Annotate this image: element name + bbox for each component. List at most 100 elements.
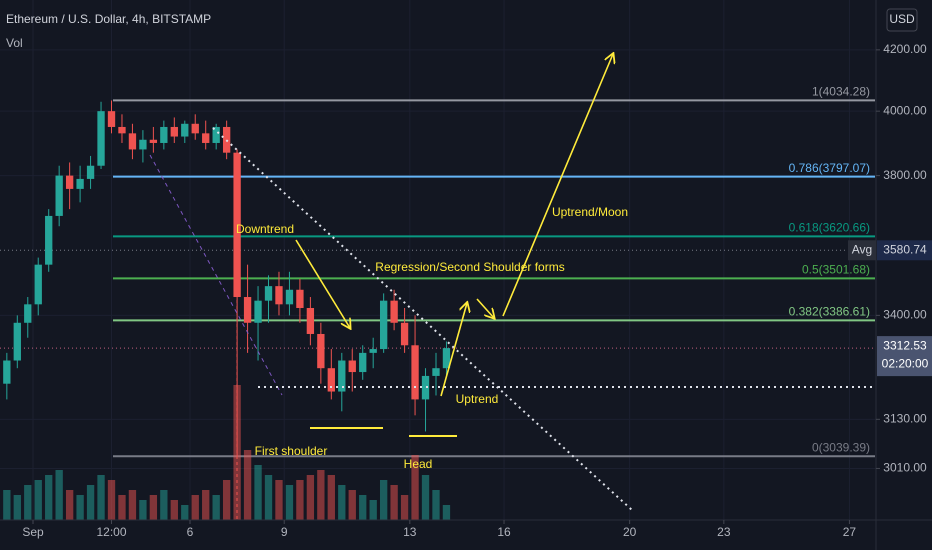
trend-line	[212, 127, 633, 511]
volume-bar	[264, 475, 273, 520]
volume-bar	[160, 490, 168, 520]
volume-bar	[411, 455, 419, 520]
y-tick-label: 3400.00	[883, 308, 927, 322]
volume-bar	[3, 490, 11, 520]
arrow	[295, 239, 350, 328]
volume-bar	[107, 480, 116, 520]
candle-body	[348, 360, 356, 373]
last-tag-label: 3312.53	[883, 338, 927, 352]
x-tick-label: 13	[403, 525, 417, 539]
annotation: Downtrend	[236, 222, 294, 236]
candle-body	[24, 304, 32, 323]
volume-bar	[442, 505, 451, 520]
volume-bar	[306, 475, 315, 520]
volume-bar	[97, 475, 105, 520]
volume-bar	[243, 450, 252, 520]
volume-bar	[13, 495, 21, 520]
candle-body	[296, 289, 304, 308]
fib-label: 0.5(3501.68)	[802, 263, 870, 277]
arrow	[440, 303, 467, 397]
volume-bar	[191, 495, 199, 520]
avg-tag-label: 3580.74	[883, 242, 927, 256]
candle-body	[128, 133, 137, 150]
annotation: Uptrend/Moon	[552, 205, 628, 219]
volume-bar	[86, 485, 95, 520]
y-tick-label: 3010.00	[883, 461, 927, 475]
candle-body	[390, 300, 398, 323]
volume-bar	[202, 490, 210, 520]
last-tag-countdown: 02:20:00	[882, 356, 929, 370]
x-tick-label: 20	[623, 525, 637, 539]
annotation: Head	[404, 457, 433, 471]
volume-bar	[400, 495, 409, 520]
y-tick-label: 3800.00	[883, 168, 927, 182]
candle-body	[243, 297, 252, 323]
drawings: Downtrend Regression/Second Shoulder for…	[149, 54, 875, 520]
candle-body	[306, 307, 315, 334]
candle-body	[275, 286, 283, 305]
candle-body	[432, 368, 440, 376]
annotation: First shoulder	[255, 444, 328, 458]
volume-bar	[55, 470, 63, 520]
volume-bar	[212, 495, 220, 520]
volume-bar	[348, 490, 356, 520]
volume-bar	[222, 480, 231, 520]
volume-bar	[421, 475, 430, 520]
volume-bar	[379, 480, 388, 520]
volume-bar	[65, 490, 74, 520]
x-tick-label: 6	[187, 525, 194, 539]
volume-bar	[254, 465, 262, 520]
fib-label: 1(4034.28)	[812, 85, 870, 99]
x-tick-label: 23	[717, 525, 731, 539]
candle-body	[285, 289, 294, 305]
volume-bar	[45, 475, 53, 520]
candle-body	[442, 348, 451, 369]
volume-bar	[275, 480, 283, 520]
symbol-title: Ethereum / U.S. Dollar, 4h, BITSTAMP	[6, 12, 211, 26]
fib-label: 0(3039.39)	[812, 440, 870, 454]
candle-body	[55, 175, 63, 216]
last-tag-bg	[877, 336, 932, 377]
currency-label[interactable]: USD	[889, 12, 915, 26]
candle-body	[327, 368, 335, 392]
candle-body	[118, 126, 126, 134]
volume-bar	[390, 485, 398, 520]
candle-body	[421, 375, 430, 400]
candle-body	[107, 111, 116, 127]
fib-label: 0.786(3797.07)	[789, 161, 870, 175]
indicator-label: Vol	[6, 36, 23, 50]
avg-tag-bg	[877, 240, 932, 261]
x-tick-label: 16	[497, 525, 511, 539]
volume-bar	[327, 475, 335, 520]
candle-body	[212, 126, 220, 143]
volume-bar	[34, 480, 42, 520]
avg-tag-name-bg	[848, 240, 876, 261]
y-tick-label: 3130.00	[883, 411, 927, 425]
candle-body	[411, 345, 419, 400]
candle-body	[369, 349, 377, 353]
candle-body	[317, 333, 325, 369]
x-tick-label: Sep	[22, 525, 44, 539]
volume-bar	[128, 490, 137, 520]
volume-bar	[359, 495, 367, 520]
fib-label: 0.618(3620.66)	[789, 221, 870, 235]
grid	[0, 0, 876, 520]
x-tick-label: 12:00	[96, 525, 126, 539]
x-tick-label: 27	[843, 525, 857, 539]
candle-body	[3, 360, 11, 384]
candle-body	[45, 215, 53, 265]
annotation: Regression/Second Shoulder forms	[375, 260, 564, 274]
volume-bar	[369, 500, 377, 520]
candle-body	[149, 139, 158, 143]
arrow	[476, 298, 494, 318]
candle-body	[76, 178, 84, 189]
y-tick-label: 4200.00	[883, 42, 927, 56]
candle-body	[379, 300, 388, 350]
currency-button[interactable]	[886, 8, 918, 32]
avg-tag-name: Avg	[852, 242, 872, 256]
volume-bar	[149, 495, 158, 520]
volume-bar	[139, 500, 147, 520]
volume-bar	[338, 485, 346, 520]
candle-body	[338, 360, 346, 392]
